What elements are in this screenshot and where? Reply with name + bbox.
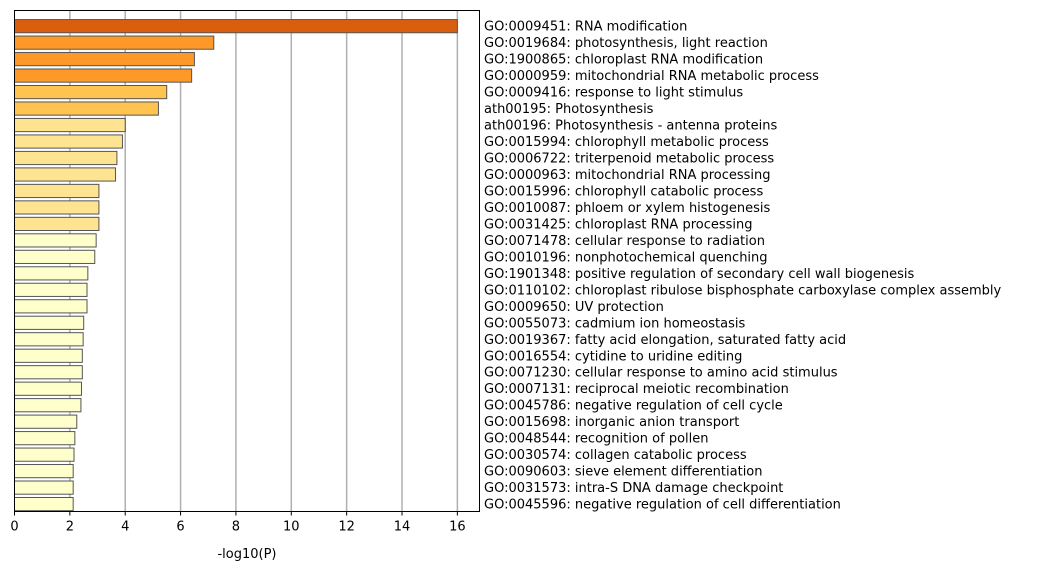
category-label: GO:0110102: chloroplast ribulose bisphos… <box>484 283 1002 298</box>
category-label: GO:0006722: triterpenoid metabolic proce… <box>484 151 774 166</box>
bar <box>14 134 123 149</box>
bar <box>14 480 74 495</box>
bar <box>14 398 82 413</box>
bar <box>14 101 159 116</box>
bar <box>14 431 76 446</box>
bar <box>14 414 78 429</box>
category-label: GO:0000959: mitochondrial RNA metabolic … <box>484 69 819 84</box>
category-label: GO:0071478: cellular response to radiati… <box>484 234 765 249</box>
bar <box>14 496 74 512</box>
bar <box>14 68 193 83</box>
category-label: GO:0090603: sieve element differentiatio… <box>484 465 763 480</box>
category-label: GO:0000963: mitochondrial RNA processing <box>484 168 771 183</box>
category-label: GO:0048544: recognition of pollen <box>484 432 709 447</box>
category-label: GO:0071230: cellular response to amino a… <box>484 366 838 381</box>
bar <box>14 150 118 166</box>
category-label: GO:0019367: fatty acid elongation, satur… <box>484 333 846 348</box>
category-label: GO:1900865: chloroplast RNA modification <box>484 53 763 68</box>
x-tick-label: 12 <box>338 520 355 535</box>
category-label: GO:0030574: collagen catabolic process <box>484 448 747 463</box>
category-label: GO:0009416: response to light stimulus <box>484 86 743 101</box>
x-tick-label: 10 <box>283 520 300 535</box>
x-tick-label: 4 <box>121 520 129 535</box>
plot-frame <box>14 10 480 512</box>
category-label: GO:0055073: cadmium ion homeostasis <box>484 316 746 331</box>
bar <box>14 266 89 281</box>
bar <box>14 447 75 462</box>
category-label: GO:0031573: intra-S DNA damage checkpoin… <box>484 481 783 496</box>
category-label: GO:0015996: chlorophyll catabolic proces… <box>484 184 763 199</box>
bar <box>14 84 168 100</box>
category-label: GO:0045596: negative regulation of cell … <box>484 498 841 513</box>
bar <box>14 249 96 264</box>
category-label: GO:0009650: UV protection <box>484 300 664 315</box>
bar <box>14 464 74 479</box>
category-label: GO:1901348: positive regulation of secon… <box>484 267 914 282</box>
x-tick-label: 0 <box>10 520 18 535</box>
category-labels: GO:0009451: RNA modificationGO:0019684: … <box>484 20 1002 513</box>
x-axis-ticks: 0 2 4 6 8 10 12 14 16 <box>10 511 466 535</box>
bar <box>14 332 84 347</box>
bar <box>14 233 97 248</box>
bar <box>14 167 117 182</box>
bar <box>14 52 195 67</box>
category-label: ath00195: Photosynthesis <box>484 102 654 117</box>
x-tick-label: 14 <box>394 520 411 535</box>
category-label: GO:0031425: chloroplast RNA processing <box>484 217 753 232</box>
bar <box>14 381 82 396</box>
category-label: GO:0010196: nonphotochemical quenching <box>484 250 768 265</box>
category-label: GO:0015994: chlorophyll metabolic proces… <box>484 135 769 150</box>
bar <box>14 35 215 50</box>
bar <box>14 315 85 330</box>
x-tick-label: 16 <box>449 520 466 535</box>
category-label: GO:0045786: negative regulation of cell … <box>484 399 783 414</box>
bar <box>14 183 100 199</box>
bar <box>14 117 126 133</box>
category-label: GO:0010087: phloem or xylem histogenesis <box>484 201 770 216</box>
bar <box>14 282 88 297</box>
bar <box>14 348 83 363</box>
bar <box>14 216 100 232</box>
category-label: GO:0009451: RNA modification <box>484 20 687 35</box>
category-label: GO:0015698: inorganic anion transport <box>484 415 739 430</box>
bar <box>14 19 458 34</box>
category-label: GO:0007131: reciprocal meiotic recombina… <box>484 382 789 397</box>
bar <box>14 200 100 215</box>
category-label: GO:0019684: photosynthesis, light reacti… <box>484 36 768 51</box>
bar <box>14 365 83 380</box>
category-label: GO:0016554: cytidine to uridine editing <box>484 349 742 364</box>
bar <box>14 299 88 314</box>
category-label: ath00196: Photosynthesis - antenna prote… <box>484 119 777 134</box>
x-axis-label: -log10(P) <box>217 547 276 562</box>
x-tick-label: 8 <box>232 520 240 535</box>
x-tick-label: 2 <box>66 520 74 535</box>
x-tick-label: 6 <box>176 520 184 535</box>
bars <box>14 19 458 512</box>
